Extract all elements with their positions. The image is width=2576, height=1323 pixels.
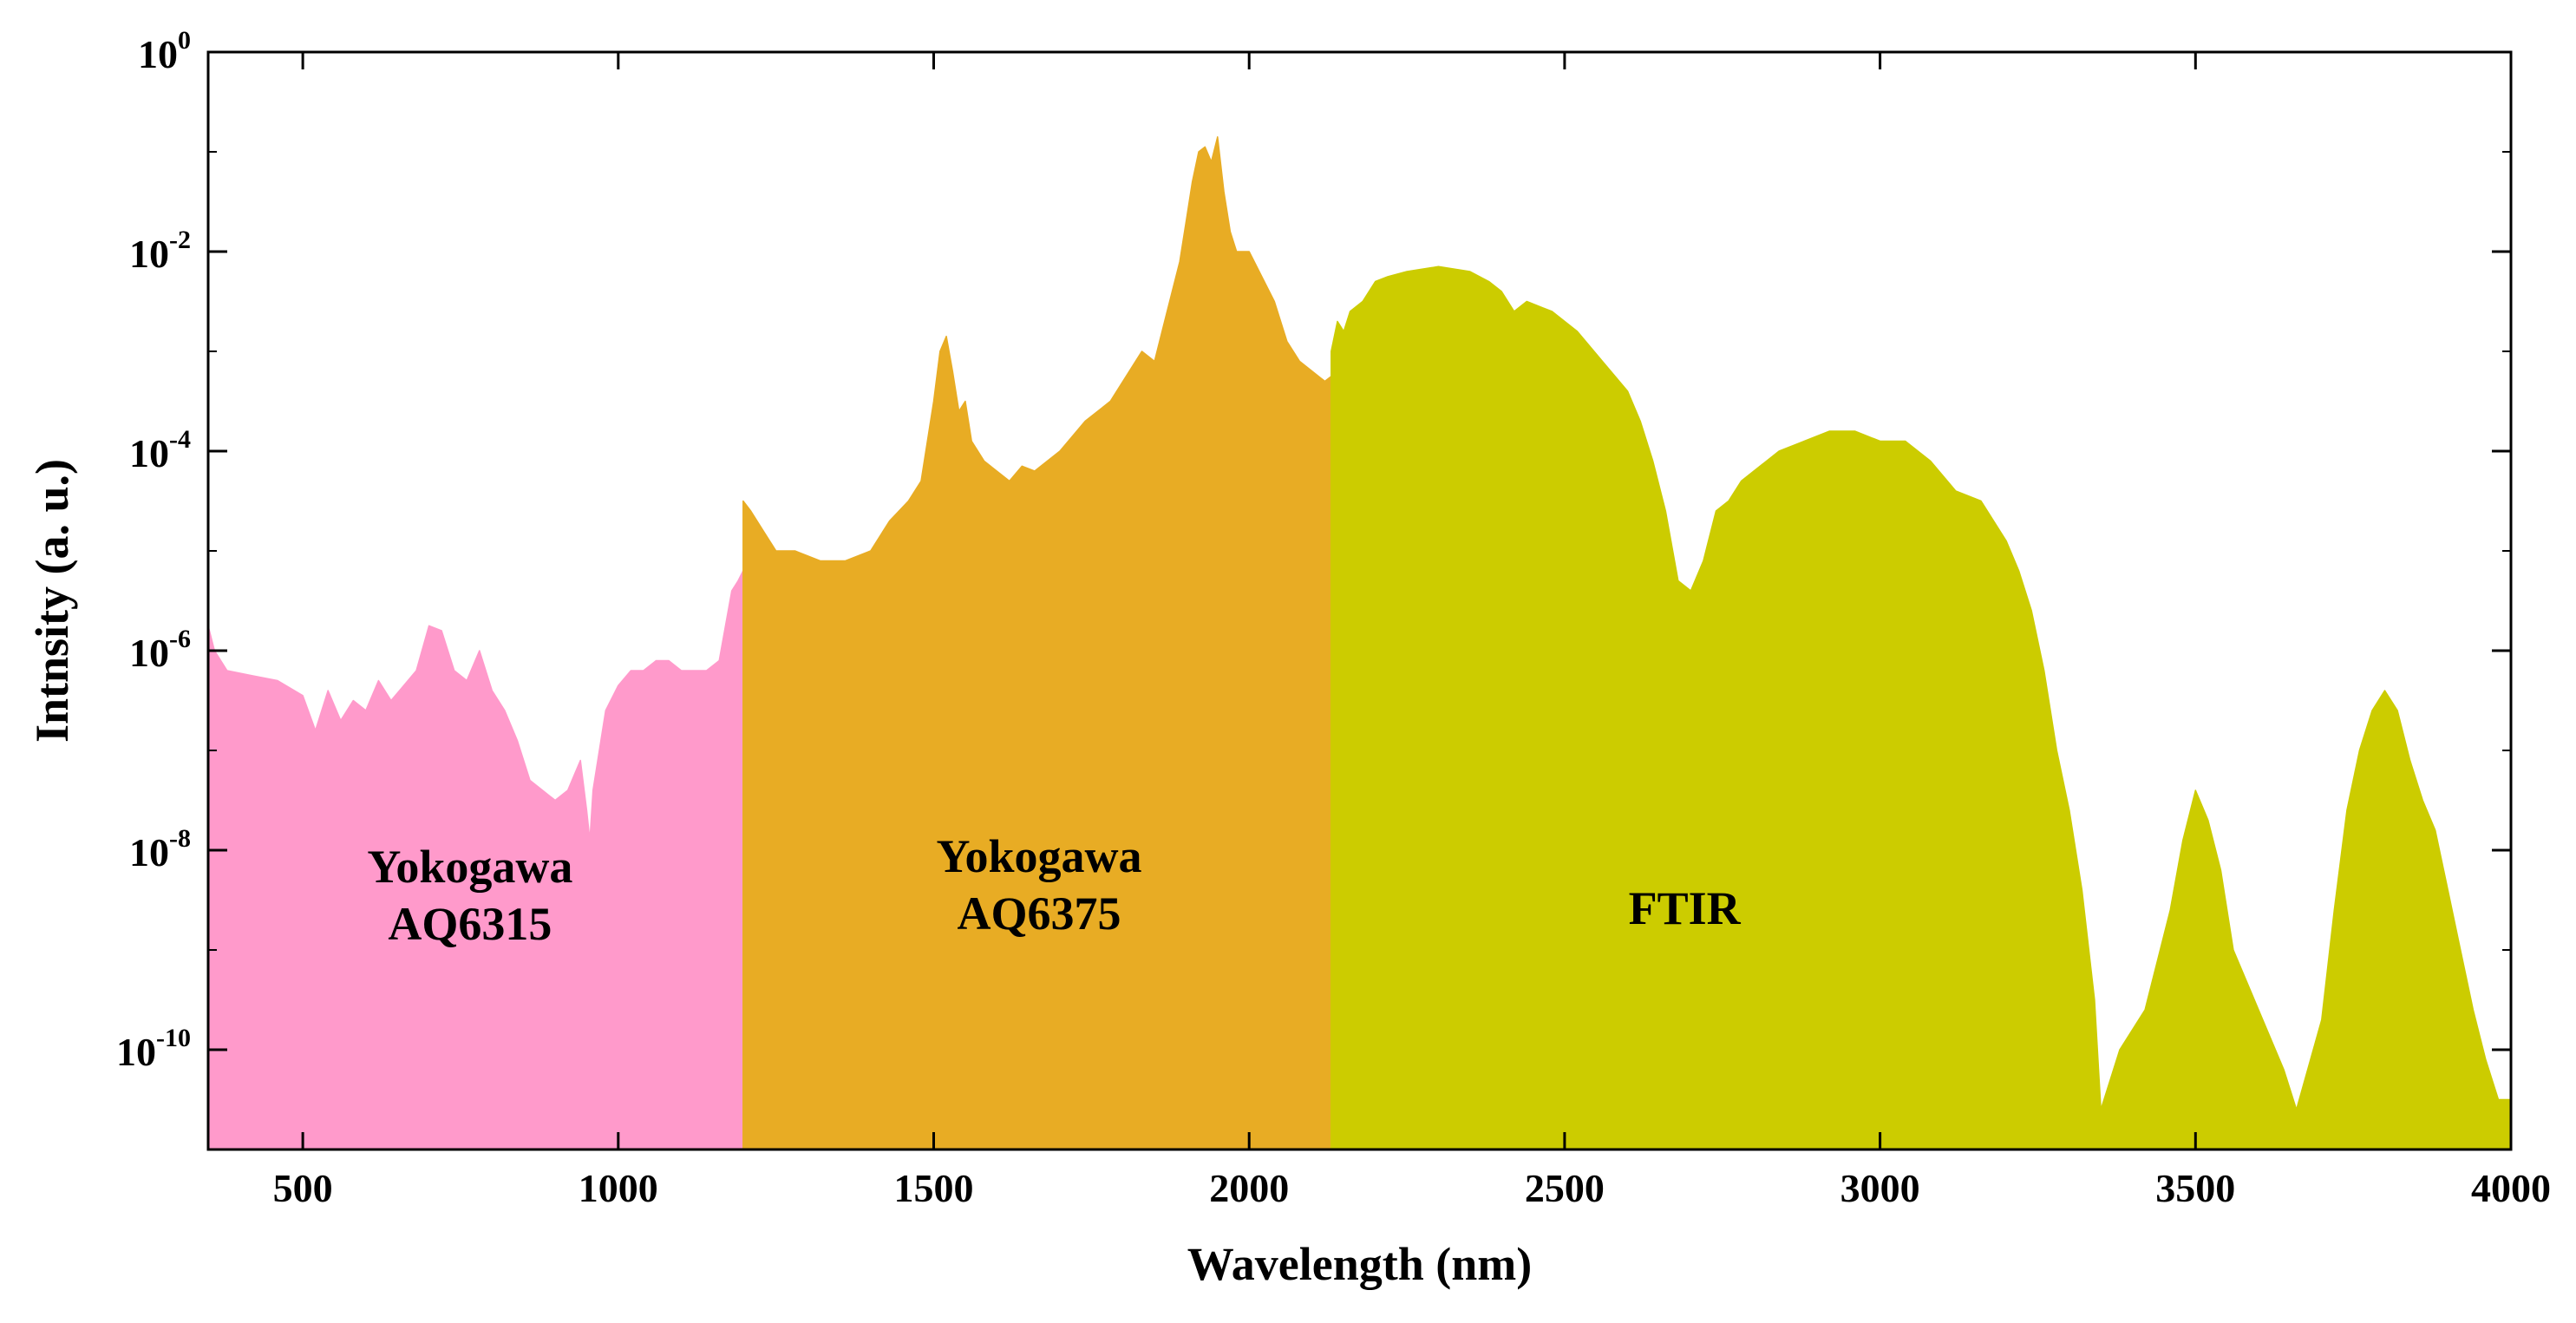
- x-axis-title: Wavelength (nm): [1187, 1238, 1533, 1290]
- series-label-line: Yokogawa: [936, 830, 1141, 882]
- y-tick-exponent: -4: [169, 425, 191, 454]
- y-tick-label: 10-6: [129, 625, 191, 675]
- y-tick-exponent: -6: [169, 625, 191, 653]
- y-tick-exponent: -10: [156, 1024, 191, 1052]
- series-area-2: [742, 136, 1332, 1150]
- x-tick-label: 3000: [1840, 1166, 1920, 1210]
- x-tick-label: 1500: [894, 1166, 974, 1210]
- series-label-3: FTIR: [1629, 882, 1742, 934]
- series-label-line: AQ6315: [388, 898, 552, 950]
- x-tick-label: 2500: [1525, 1166, 1605, 1210]
- y-tick-label: 100: [138, 26, 191, 76]
- x-tick-label: 500: [273, 1166, 333, 1210]
- y-tick-exponent: 0: [178, 26, 191, 55]
- series-area-1: [207, 570, 744, 1150]
- x-tick-label: 1000: [579, 1166, 658, 1210]
- series-label-2: Yokogawa AQ6375: [936, 830, 1141, 940]
- y-tick-label: 10-10: [116, 1024, 191, 1074]
- y-tick-base: 10: [129, 431, 169, 475]
- y-tick-base: 10: [129, 830, 169, 874]
- y-tick-base: 10: [116, 1030, 156, 1074]
- x-tick-label: 4000: [2471, 1166, 2551, 1210]
- y-tick-label: 10-2: [129, 226, 191, 276]
- x-axis-ticks: 500 1000 1500 2000 2500 3000 3500 4000: [273, 52, 2551, 1210]
- series-label-1: Yokogawa AQ6315: [367, 841, 572, 950]
- series-layer: [207, 136, 2512, 1150]
- series-label-line: FTIR: [1629, 882, 1742, 934]
- x-tick-label: 3500: [2155, 1166, 2235, 1210]
- series-area-3: [1330, 265, 2512, 1150]
- y-tick-label: 10-8: [129, 824, 191, 874]
- series-label-line: AQ6375: [957, 887, 1121, 940]
- y-tick-exponent: -2: [169, 226, 191, 254]
- series-label-line: Yokogawa: [367, 841, 572, 893]
- y-tick-label: 10-4: [129, 425, 191, 475]
- y-axis-title: Intnsity (a. u.): [26, 459, 78, 743]
- y-tick-base: 10: [138, 32, 178, 76]
- y-tick-exponent: -8: [169, 824, 191, 853]
- y-tick-base: 10: [129, 631, 169, 675]
- y-tick-base: 10: [129, 232, 169, 276]
- x-tick-label: 2000: [1209, 1166, 1289, 1210]
- plot-frame: [206, 50, 2513, 1151]
